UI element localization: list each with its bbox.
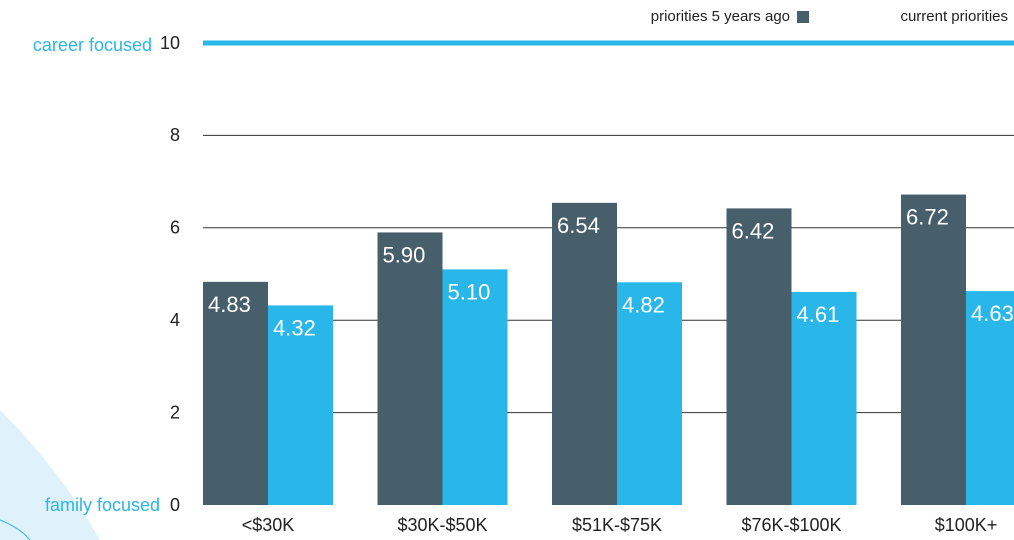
value-label: 4.32 — [273, 315, 316, 340]
bar — [966, 291, 1014, 505]
bar — [268, 305, 333, 505]
x-tick-label: $76K-$100K — [741, 515, 841, 535]
bar — [901, 194, 966, 505]
x-tick-label: $30K-$50K — [397, 515, 487, 535]
x-tick-label: <$30K — [242, 515, 295, 535]
value-label: 6.42 — [732, 218, 775, 243]
bar — [617, 282, 682, 505]
y-tick-label: 4 — [170, 310, 180, 330]
legend-label: priorities 5 years ago — [651, 8, 790, 25]
legend-swatch — [797, 11, 809, 23]
value-label: 4.83 — [208, 292, 251, 317]
bar — [552, 202, 617, 506]
y-tick-label: 6 — [170, 218, 180, 238]
x-tick-label: $100K+ — [935, 515, 998, 535]
y-tick-label: 0 — [170, 495, 180, 515]
value-label: 4.63 — [971, 301, 1014, 326]
y-top-label: career focused — [33, 35, 152, 55]
bar — [377, 232, 443, 506]
bar — [442, 269, 508, 505]
y-tick-label: 2 — [170, 402, 180, 422]
y-bottom-label: family focused — [45, 495, 160, 515]
value-label: 5.10 — [448, 279, 491, 304]
y-tick-label: 8 — [170, 125, 180, 145]
y-tick-label: 10 — [160, 33, 180, 53]
bar — [726, 208, 792, 505]
value-label: 4.61 — [797, 302, 840, 327]
legend-label: current priorities — [900, 8, 1008, 25]
decor-arc — [0, 519, 31, 540]
x-tick-label: $51K-$75K — [572, 515, 662, 535]
value-label: 6.54 — [557, 213, 600, 238]
bar — [791, 292, 857, 505]
value-label: 5.90 — [383, 242, 426, 267]
bar — [203, 281, 268, 505]
value-label: 4.82 — [622, 292, 665, 317]
decor-curve — [0, 410, 100, 540]
value-label: 6.72 — [906, 205, 949, 230]
